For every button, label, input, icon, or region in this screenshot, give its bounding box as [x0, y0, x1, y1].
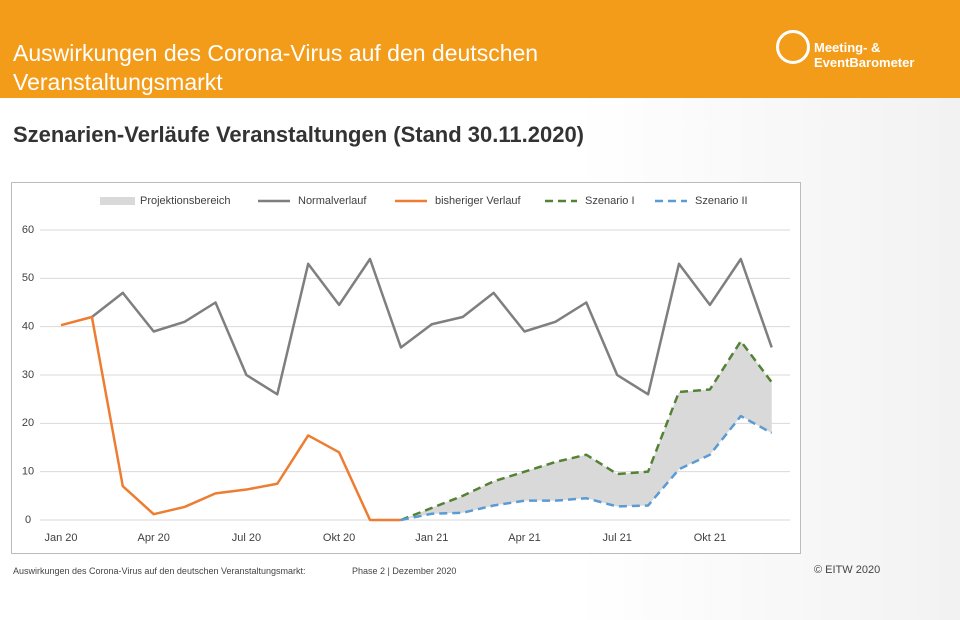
footer-phase: Phase 2 | Dezember 2020 — [352, 566, 457, 576]
legend-label: Szenario I — [585, 195, 635, 207]
y-tick-label: 10 — [22, 466, 34, 478]
chart-frame — [11, 182, 801, 554]
projection-area — [400, 341, 772, 520]
x-tick-label: Jul 21 — [603, 532, 632, 544]
legend-label: Projektionsbereich — [140, 195, 231, 207]
logo-ring — [776, 30, 810, 64]
y-tick-label: 40 — [22, 321, 34, 333]
x-tick-label: Jan 20 — [44, 532, 77, 544]
logo: Meeting- & EventBarometer — [814, 40, 915, 70]
copyright: © EITW 2020 — [814, 564, 881, 576]
y-tick-label: 0 — [25, 514, 31, 526]
x-tick-label: Apr 20 — [137, 532, 169, 544]
x-tick-label: Jan 21 — [415, 532, 448, 544]
y-tick-label: 20 — [22, 417, 34, 429]
series-line — [400, 414, 773, 522]
legend-label: Normalverlauf — [298, 195, 367, 207]
series-line — [91, 257, 773, 396]
title: Auswirkungen des Corona-Virus auf den de… — [13, 40, 539, 66]
subtitle: Szenarien-Verläufe Veranstaltungen (Stan… — [13, 122, 585, 147]
y-tick-label: 50 — [22, 272, 34, 284]
y-tick-label: 60 — [22, 224, 34, 236]
x-tick-label: Apr 21 — [508, 532, 540, 544]
footer-text: Auswirkungen des Corona-Virus auf den de… — [13, 566, 306, 576]
y-tick-label: 30 — [22, 369, 34, 381]
title: Veranstaltungsmarkt — [13, 69, 223, 95]
x-tick-label: Okt 20 — [323, 532, 355, 544]
legend-swatch — [100, 197, 135, 205]
legend-label: Szenario II — [695, 195, 748, 207]
series-line — [400, 339, 773, 522]
x-tick-label: Okt 21 — [694, 532, 726, 544]
legend-label: bisheriger Verlauf — [435, 195, 522, 207]
header: Auswirkungen des Corona-Virus auf den de… — [0, 0, 960, 98]
series-line — [60, 315, 401, 522]
x-tick-label: Jul 20 — [232, 532, 261, 544]
